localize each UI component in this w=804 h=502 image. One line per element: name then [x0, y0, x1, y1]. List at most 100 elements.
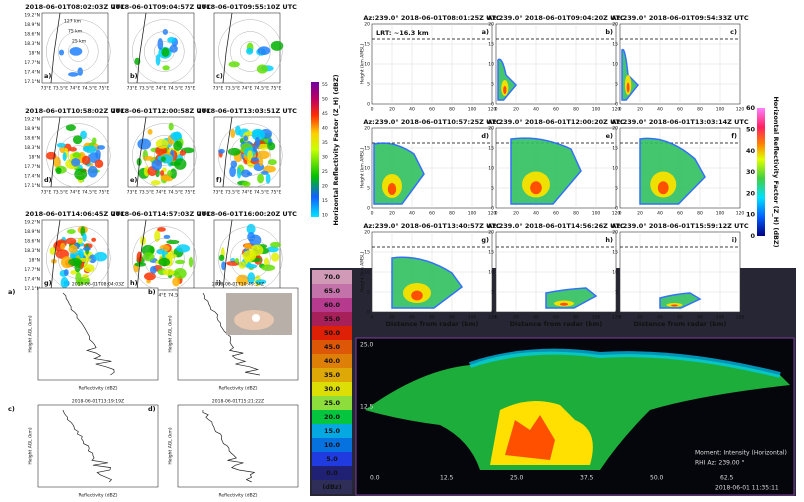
y-label: Height (km AMSL) [360, 147, 366, 188]
echo [257, 143, 271, 150]
range-ring [58, 31, 99, 72]
echo [147, 129, 153, 135]
echo-body [365, 351, 790, 470]
x-tick-label: 40 [533, 315, 539, 321]
range-ring [154, 145, 175, 166]
y-tick-label: 20 [612, 126, 618, 132]
echo [154, 230, 161, 243]
y-tick-label: 10 [488, 270, 494, 276]
scale-cell [312, 326, 352, 340]
y-tick-label: 0 [491, 206, 494, 212]
colorbar-tick: 30 [322, 155, 328, 161]
profile-title: 2018-06-01T13:19:19Z [72, 399, 124, 405]
range-ring [68, 41, 89, 62]
echo [242, 250, 257, 262]
panel-title: 2018-06-01T16:00:20Z UTC [197, 210, 297, 218]
echo [49, 247, 56, 255]
echo [166, 239, 180, 245]
echo [259, 157, 264, 167]
echo [82, 274, 89, 280]
echo [157, 227, 166, 232]
colorbar-tick: 40 [746, 147, 756, 155]
echo [144, 272, 156, 281]
y-label: Height AGL (km) [168, 427, 174, 464]
echo [58, 49, 65, 56]
x-tick-label: 0 [495, 211, 498, 217]
scale-label: 30.0 [324, 385, 341, 393]
y-label: Height AGL (km) [168, 315, 174, 352]
x-tick-label: 80 [573, 107, 579, 113]
panel-letter: c) [216, 72, 223, 80]
x-tick-label: 20 [513, 315, 519, 321]
y-tick-label: 17.7°N [24, 267, 40, 273]
scale-cell [312, 270, 352, 284]
y-tick-label: 20 [612, 22, 618, 28]
x-tick-label: 80 [449, 107, 455, 113]
x-tick-label: 80 [449, 211, 455, 217]
echo [263, 257, 270, 267]
x-tick-label: 75°E [99, 86, 110, 92]
panel-title: 2018-06-01T08:02:03Z UTC [25, 3, 125, 11]
echo [173, 268, 187, 279]
x-tick-label: 74.5°E [254, 190, 269, 196]
scale-label: 25.0 [324, 399, 341, 407]
range-ring [58, 135, 99, 176]
echo [77, 237, 83, 244]
range-ring [68, 145, 89, 166]
echo-core [559, 302, 569, 306]
x-tick-label: 75°E [271, 190, 282, 196]
y-tick-label: 15 [612, 42, 618, 48]
x-tick-label: 74.5°E [168, 190, 183, 196]
echo [267, 159, 277, 166]
colorbar-tick: 35 [322, 140, 328, 146]
y-tick-label: 17.1°N [24, 286, 40, 292]
echo [250, 157, 259, 162]
x-tick-label: 60 [553, 211, 559, 217]
echo [65, 124, 76, 131]
scale-label: 45.0 [324, 343, 341, 351]
echo [188, 256, 194, 268]
echo [162, 65, 170, 71]
range-label: 127 km [64, 19, 81, 25]
echo-core [671, 304, 678, 307]
y-tick-label: 10 [488, 62, 494, 68]
x-tick-label: 100 [592, 107, 601, 113]
colorbar-tick: 25 [322, 169, 328, 175]
echo-core [387, 183, 397, 195]
y-tick-label: 5 [367, 290, 370, 296]
echo [56, 142, 66, 148]
x-tick-label: 74°E [242, 190, 253, 196]
panel-title: Az:239.0° 2018-06-01T10:57:25Z UTC [363, 118, 501, 126]
x-tick-label: 74.5°E [254, 86, 269, 92]
range-ring [144, 31, 185, 72]
echo [271, 252, 280, 262]
echo [175, 259, 186, 265]
colorbar-tick: 50 [746, 126, 756, 134]
x-label: Distance from radar (km) [386, 320, 479, 328]
echo [66, 229, 76, 235]
x-tick-label: 73.5°E [139, 86, 154, 92]
echo [270, 241, 282, 248]
x-tick-label: 73.5°E [53, 190, 68, 196]
x-tick-label: 25.0 [510, 475, 524, 482]
x-tick-label: 60 [677, 315, 683, 321]
echo [68, 244, 78, 254]
y-tick-label: 18.9°N [24, 229, 40, 235]
x-tick-label: 73°E [213, 86, 224, 92]
x-label: Reflectivity (dBZ) [78, 386, 117, 392]
x-label: Distance from radar (km) [634, 320, 727, 328]
y-tick-label: 10 [612, 166, 618, 172]
x-tick-label: 73.5°E [225, 86, 240, 92]
y-tick-label: 0 [367, 206, 370, 212]
x-tick-label: 100 [716, 211, 725, 217]
echo [228, 61, 240, 68]
panel-letter: e) [130, 176, 137, 184]
y-tick-label: 18.6°N [24, 136, 40, 142]
x-tick-label: 73°E [41, 86, 52, 92]
colorbar-label: Horizontal Reflectivity Factor (Z_H) (dB… [332, 74, 340, 225]
x-label: Distance from radar (km) [510, 320, 603, 328]
y-tick-label: 20 [488, 22, 494, 28]
x-tick-label: 40 [409, 315, 415, 321]
scale-label: 65.0 [324, 287, 341, 295]
panel-letter: b) [148, 288, 156, 296]
